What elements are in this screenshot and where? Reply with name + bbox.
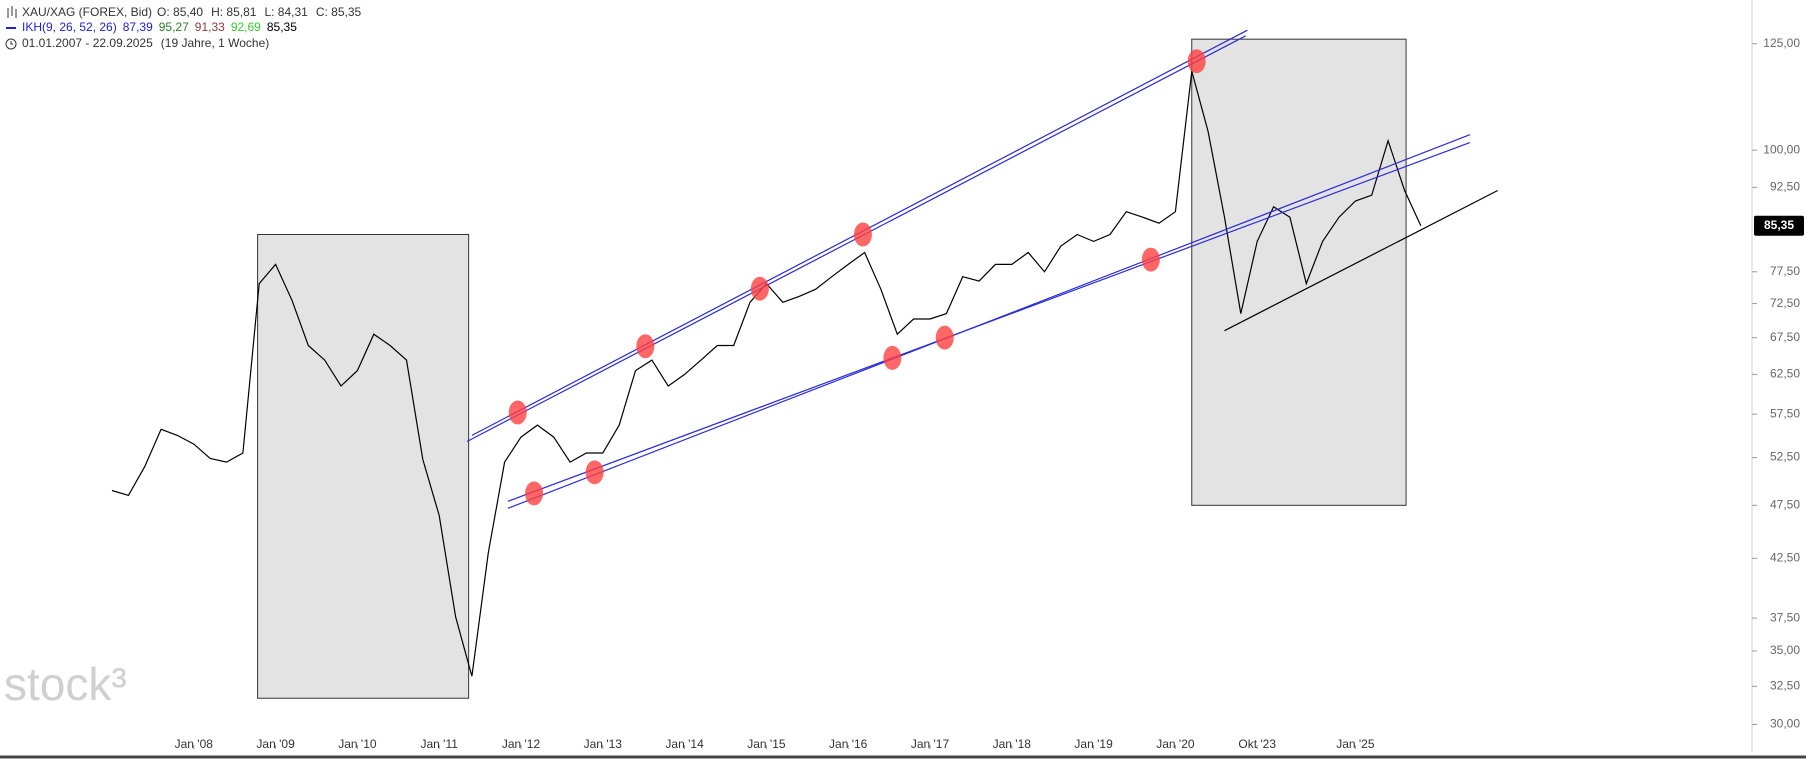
y-tick-label: 77,50 — [1770, 264, 1800, 278]
duration: (19 Jahre, 1 Woche) — [161, 36, 270, 50]
trend-line — [1224, 189, 1498, 332]
trend-line — [507, 142, 1471, 502]
y-tick-label: 100,00 — [1763, 142, 1800, 156]
indicator: IKH(9, 26, 52, 26) — [22, 20, 117, 34]
touch-marker — [853, 222, 872, 247]
bar-icon — [7, 6, 17, 18]
y-tick-label: 35,00 — [1770, 643, 1800, 657]
x-tick-label: Jan '08 — [175, 737, 214, 751]
watermark: stock³ — [4, 658, 127, 710]
ohlc-value: L: 84,31 — [264, 5, 308, 19]
y-tick-label: 30,00 — [1770, 717, 1800, 731]
touch-marker — [750, 276, 769, 301]
highlight-box — [257, 233, 470, 699]
indicator-value: 95,27 — [159, 20, 189, 34]
touch-marker — [1141, 247, 1160, 272]
touch-marker — [883, 345, 902, 370]
clock-hands — [10, 41, 13, 45]
symbol: XAU/XAG (FOREX, Bid) — [22, 5, 152, 19]
y-tick-label: 62,50 — [1770, 367, 1800, 381]
touch-marker — [935, 325, 954, 350]
touch-marker — [525, 481, 544, 506]
header: XAU/XAG (FOREX, Bid) O: 85,40 H: 85,81 L: 8… — [5, 5, 362, 50]
ohlc-value: O: 85,40 — [157, 5, 203, 19]
ohlc-value: H: 85,81 — [211, 5, 257, 19]
x-tick-label: Jan '14 — [665, 737, 704, 751]
x-tick-label: Jan '09 — [256, 737, 295, 751]
y-tick-label: 42,50 — [1770, 551, 1800, 565]
range: 01.01.2007 - 22.09.2025 — [22, 36, 153, 50]
indicator-value: 87,39 — [123, 20, 153, 34]
x-tick-label: Jan '18 — [993, 737, 1032, 751]
indicator-value: 92,69 — [231, 20, 261, 34]
y-tick-label: 32,50 — [1770, 679, 1800, 693]
indicator-value: 91,33 — [195, 20, 225, 34]
y-tick-label: 57,50 — [1770, 406, 1800, 420]
header-symbol-line: XAU/XAG (FOREX, Bid) O: 85,40 H: 85,81 L: 8… — [22, 5, 362, 19]
x-tick-label: Jan '17 — [911, 737, 950, 751]
y-tick-label: 125,00 — [1763, 36, 1800, 50]
y-tick-label: 37,50 — [1770, 610, 1800, 624]
y-tick-label: 52,50 — [1770, 450, 1800, 464]
x-tick-label: Jan '16 — [829, 737, 868, 751]
x-tick-label: Jan '12 — [502, 737, 541, 751]
x-tick-label: Okt '23 — [1238, 737, 1276, 751]
touch-marker — [1187, 49, 1206, 74]
x-tick-label: Jan '19 — [1074, 737, 1113, 751]
x-tick-label: Jan '11 — [420, 737, 458, 751]
highlight-box — [1191, 38, 1407, 506]
y-tick-label: 92,50 — [1770, 180, 1800, 194]
x-tick-label: Jan '10 — [338, 737, 377, 751]
clock-icon — [5, 38, 17, 50]
touch-marker — [508, 400, 527, 425]
header-range-line: 01.01.2007 - 22.09.2025 (19 Jahre, 1 Woch… — [22, 36, 269, 50]
ohlc-value: C: 85,35 — [316, 5, 362, 19]
touch-marker — [636, 334, 655, 359]
last-price-tag — [1754, 215, 1804, 236]
x-tick-label: Jan '13 — [584, 737, 623, 751]
indicator-value: 85,35 — [267, 20, 297, 34]
y-tick-label: 47,50 — [1770, 497, 1800, 511]
x-tick-label: Jan '25 — [1336, 737, 1375, 751]
y-tick-label: 72,50 — [1770, 296, 1800, 310]
y-tick-label: 67,50 — [1770, 330, 1800, 344]
touch-marker — [585, 460, 604, 485]
x-tick-label: Jan '20 — [1156, 737, 1195, 751]
x-tick-label: Jan '15 — [747, 737, 786, 751]
last-price-label: 85,35 — [1764, 218, 1794, 232]
header-indicator-line: IKH(9, 26, 52, 26) 87,39 95,27 91,33 92,69 85… — [22, 20, 297, 34]
